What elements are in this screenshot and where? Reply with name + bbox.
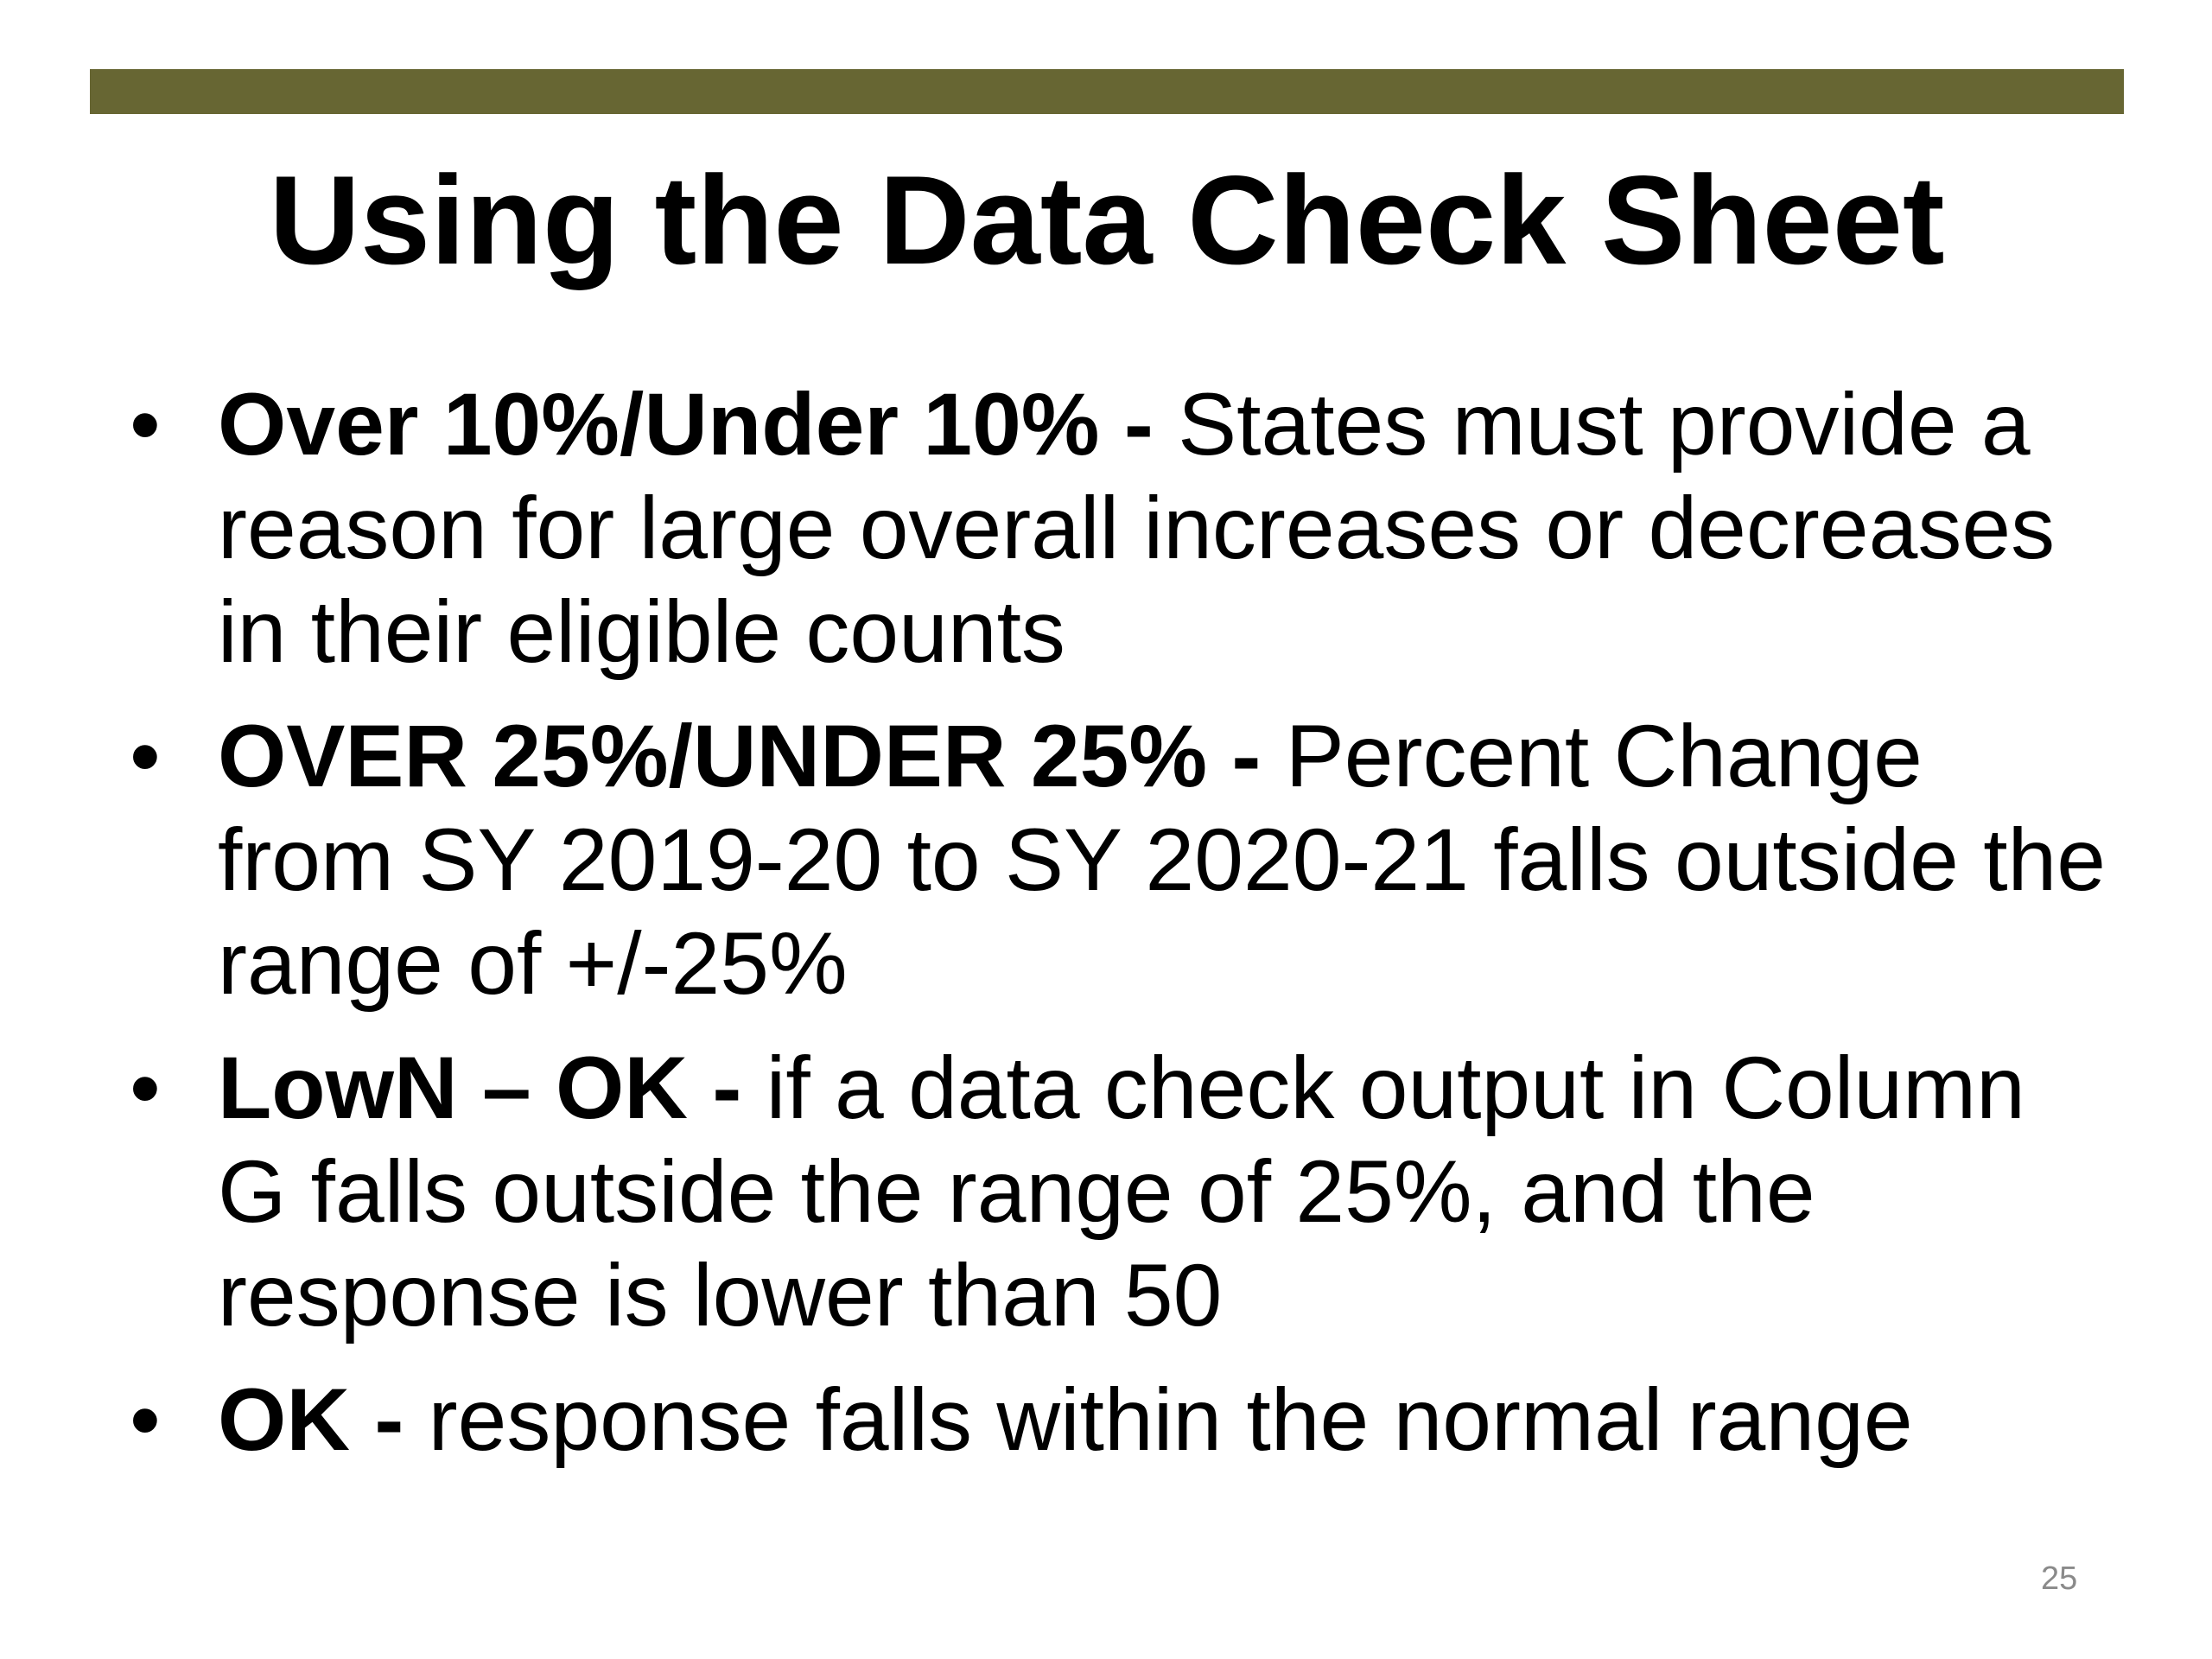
bullet-item: • LowN – OK - if a data check output in C…	[130, 1036, 2108, 1347]
bullet-icon: •	[130, 375, 161, 474]
bullet-item: • OK - response falls within the normal r…	[130, 1368, 2108, 1471]
slide-title: Using the Data Check Sheet	[269, 149, 1945, 290]
bullet-text: if a data check output in Column G falls…	[218, 1039, 2025, 1344]
bullet-term: Over 10%/Under 10% -	[218, 375, 1154, 474]
bullet-item: • OVER 25%/UNDER 25% - Percent Change fro…	[130, 704, 2108, 1015]
bullet-icon: •	[130, 1039, 161, 1137]
bullet-icon: •	[130, 1370, 161, 1469]
bullet-text: States must provide a reason for large o…	[218, 375, 2056, 681]
bullet-term: OVER 25%/UNDER 25% -	[218, 707, 1262, 805]
bullet-term: OK -	[218, 1370, 404, 1469]
bullet-list: • Over 10%/Under 10% - States must provid…	[130, 372, 2108, 1492]
bullet-text: response falls within the normal range	[404, 1370, 1913, 1469]
bullet-term: LowN – OK -	[218, 1039, 742, 1137]
header-accent-bar	[90, 69, 2124, 114]
bullet-icon: •	[130, 707, 161, 805]
bullet-text: Percent Change from SY 2019-20 to SY 202…	[218, 707, 2106, 1013]
bullet-item: • Over 10%/Under 10% - States must provid…	[130, 372, 2108, 683]
page-number: 25	[2041, 1560, 2078, 1597]
